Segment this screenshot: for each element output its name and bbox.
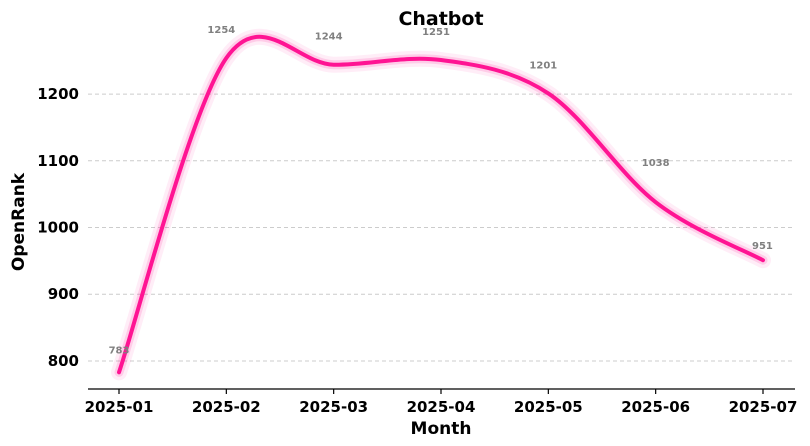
x-tick-label: 2025-06 <box>621 398 690 416</box>
chart-title: Chatbot <box>398 8 483 30</box>
series-line <box>117 34 765 375</box>
axis-layer: 800 900 1000 1100 1200 2025-01 2025-02 2025-03 2… <box>37 85 797 416</box>
x-tick-label: 2025-05 <box>514 398 583 416</box>
x-tick-label: 2025-02 <box>192 398 261 416</box>
data-label: 1251 <box>422 27 450 38</box>
data-label-layer: 783 1254 1244 1251 1201 1038 951 <box>109 25 773 356</box>
y-tick-label: 1100 <box>37 152 79 170</box>
y-axis-label: OpenRank <box>9 172 29 271</box>
x-tick-label: 2025-04 <box>407 398 476 416</box>
y-tick-label: 800 <box>48 352 79 370</box>
series-line-glow <box>114 32 768 377</box>
x-tick-label: 2025-01 <box>85 398 154 416</box>
y-tick-label: 1200 <box>37 85 79 103</box>
x-tick-label: 2025-07 <box>729 398 798 416</box>
data-label: 1038 <box>642 158 670 169</box>
data-label: 783 <box>109 345 130 356</box>
data-label: 1244 <box>315 32 343 43</box>
x-axis-label: Month <box>411 419 472 439</box>
data-label: 951 <box>752 241 773 252</box>
grid-layer <box>88 93 795 362</box>
data-label: 1201 <box>529 60 557 71</box>
series-layer <box>111 28 771 381</box>
y-tick-label: 900 <box>48 285 79 303</box>
y-tick-label: 1000 <box>37 219 79 237</box>
data-label: 1254 <box>207 25 235 36</box>
x-tick-label: 2025-03 <box>299 398 368 416</box>
